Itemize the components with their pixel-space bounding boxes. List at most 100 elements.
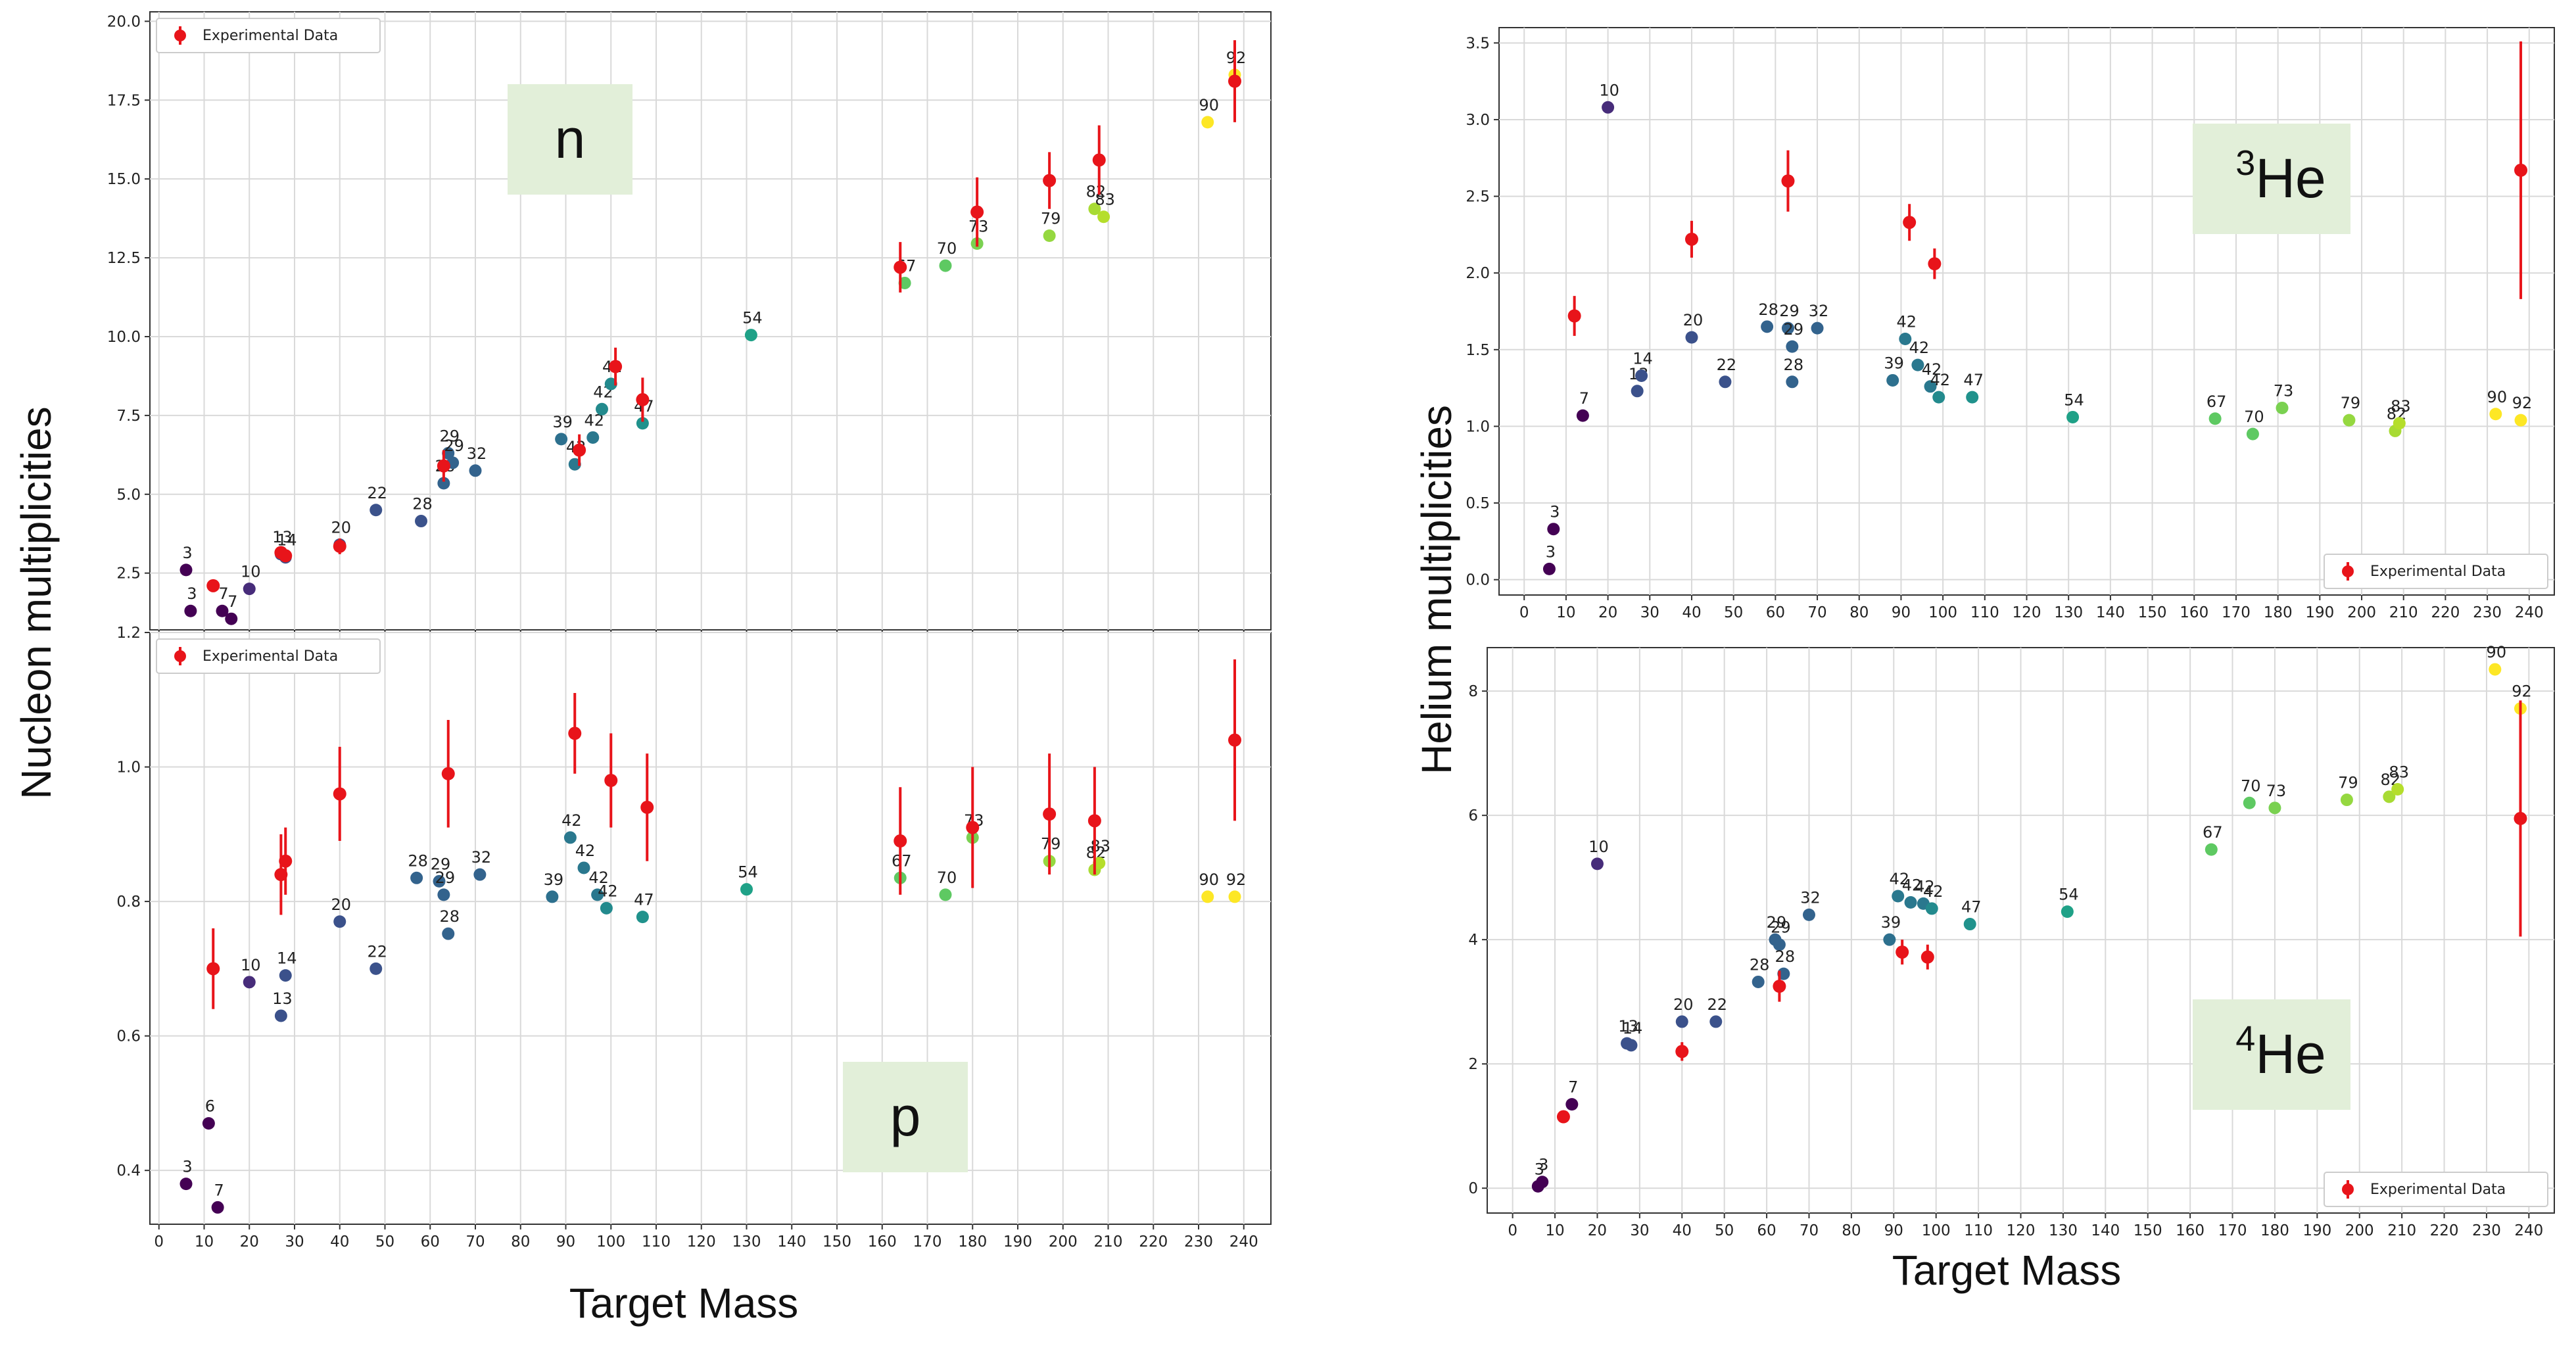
model-point — [211, 1201, 224, 1214]
point-label: 3 — [182, 544, 192, 562]
model-point — [1786, 375, 1799, 389]
point-label: 3 — [187, 584, 197, 603]
point-label: 39 — [552, 413, 573, 431]
y-tick-label: 15.0 — [107, 171, 141, 188]
x-tick-label: 190 — [1003, 1233, 1032, 1251]
point-label: 54 — [2059, 886, 2079, 904]
panel-tag-superscript: 4 — [2235, 1019, 2255, 1059]
point-label: 29 — [435, 869, 456, 887]
point-label: 54 — [2064, 391, 2084, 409]
model-point — [2066, 410, 2080, 423]
model-point — [437, 888, 450, 901]
model-point — [600, 901, 613, 915]
model-point — [1685, 331, 1698, 344]
y-tick-label: 4 — [1468, 932, 1478, 949]
experimental-point — [573, 443, 586, 457]
point-label: 42 — [1923, 882, 1944, 901]
experimental-point — [640, 800, 654, 814]
model-point — [1097, 210, 1110, 224]
experimental-point — [636, 393, 650, 406]
chart-p: 0 10 20 30 40 50 60 70 80 90 100 110 120 130 140 150 160… — [116, 625, 1272, 1251]
left-x-axis-label: Target Mass — [569, 1279, 799, 1327]
point-label: 70 — [937, 869, 957, 887]
point-label: 42 — [575, 842, 596, 860]
point-label: 13 — [272, 989, 293, 1008]
x-tick-label: 150 — [2134, 1222, 2162, 1239]
x-tick-label: 20 — [1588, 1222, 1607, 1239]
model-point — [1709, 1015, 1723, 1028]
experimental-point — [568, 727, 582, 740]
point-label: 7 — [1579, 389, 1589, 408]
x-tick-label: 130 — [2054, 604, 2083, 621]
model-point — [2489, 408, 2502, 421]
x-tick-label: 240 — [2514, 1222, 2543, 1239]
x-tick-label: 150 — [2138, 604, 2167, 621]
model-point — [2246, 427, 2259, 441]
model-point — [1761, 320, 1774, 333]
experimental-point — [279, 854, 293, 868]
panel-tag-superscript: 3 — [2235, 143, 2255, 183]
model-point — [184, 604, 197, 617]
x-tick-label: 80 — [1842, 1222, 1861, 1239]
point-label: 29 — [1784, 320, 1804, 339]
model-point — [2205, 843, 2218, 856]
model-point — [744, 329, 757, 342]
y-tick-label: 6 — [1468, 807, 1478, 824]
x-tick-label: 210 — [2389, 604, 2418, 621]
point-label: 79 — [2341, 394, 2361, 412]
point-label: 7 — [1568, 1078, 1578, 1097]
x-tick-label: 80 — [511, 1233, 530, 1251]
x-tick-label: 90 — [1884, 1222, 1903, 1239]
x-tick-label: 130 — [2049, 1222, 2078, 1239]
legend: Experimental Data — [156, 18, 381, 53]
x-tick-label: 20 — [240, 1233, 259, 1251]
model-point — [1883, 933, 1896, 946]
legend-box — [156, 18, 381, 53]
model-point — [1786, 340, 1799, 353]
model-point — [279, 969, 292, 982]
x-tick-label: 30 — [1640, 604, 1659, 621]
model-point — [1802, 908, 1815, 921]
experimental-point — [279, 549, 293, 563]
model-point — [2268, 801, 2281, 815]
point-label: 79 — [1041, 210, 1061, 228]
experimental-point — [966, 821, 980, 834]
point-label: 54 — [742, 309, 763, 327]
model-point — [1899, 332, 1912, 345]
experimental-point — [1567, 309, 1581, 323]
x-tick-label: 230 — [2473, 604, 2502, 621]
panel-tag-symbol: He — [2255, 1023, 2326, 1085]
point-label: 7 — [218, 584, 228, 603]
model-point — [2393, 417, 2406, 430]
model-point — [898, 276, 911, 289]
model-point — [2243, 796, 2256, 809]
panel-tag-box — [2193, 124, 2350, 234]
point-label: 47 — [1961, 898, 1982, 917]
model-point — [1536, 1176, 1549, 1189]
point-label: 28 — [1750, 955, 1770, 974]
model-point — [596, 402, 608, 416]
model-point — [2514, 414, 2527, 427]
model-point — [1966, 391, 1979, 404]
model-point — [442, 446, 455, 460]
point-label: 28 — [1784, 356, 1804, 374]
point-label: 22 — [367, 484, 387, 502]
model-point — [2061, 905, 2074, 918]
point-label: 10 — [1588, 838, 1609, 856]
model-point — [1631, 385, 1644, 398]
model-point — [2276, 401, 2289, 414]
model-point — [1925, 902, 1938, 915]
x-tick-label: 200 — [2347, 604, 2376, 621]
point-label: 3 — [1550, 503, 1560, 521]
model-point — [1201, 116, 1214, 129]
experimental-point — [1684, 232, 1698, 246]
legend-entry: Experimental Data — [2370, 1181, 2506, 1198]
x-tick-label: 200 — [1049, 1233, 1078, 1251]
point-label: 70 — [937, 239, 957, 258]
point-label: 32 — [471, 848, 492, 867]
x-tick-label: 90 — [1892, 604, 1911, 621]
model-point — [216, 604, 229, 617]
x-tick-label: 50 — [375, 1233, 394, 1251]
x-tick-label: 120 — [2007, 1222, 2036, 1239]
model-point — [469, 464, 482, 477]
